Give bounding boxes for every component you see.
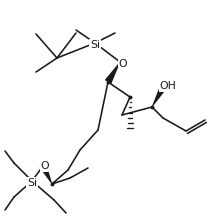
Polygon shape — [105, 62, 120, 84]
Polygon shape — [152, 84, 167, 107]
Text: Si: Si — [90, 40, 100, 50]
Text: Si: Si — [27, 178, 37, 188]
Text: OH: OH — [160, 81, 176, 91]
Text: O: O — [41, 161, 49, 171]
Text: O: O — [119, 59, 127, 69]
Polygon shape — [40, 164, 52, 184]
